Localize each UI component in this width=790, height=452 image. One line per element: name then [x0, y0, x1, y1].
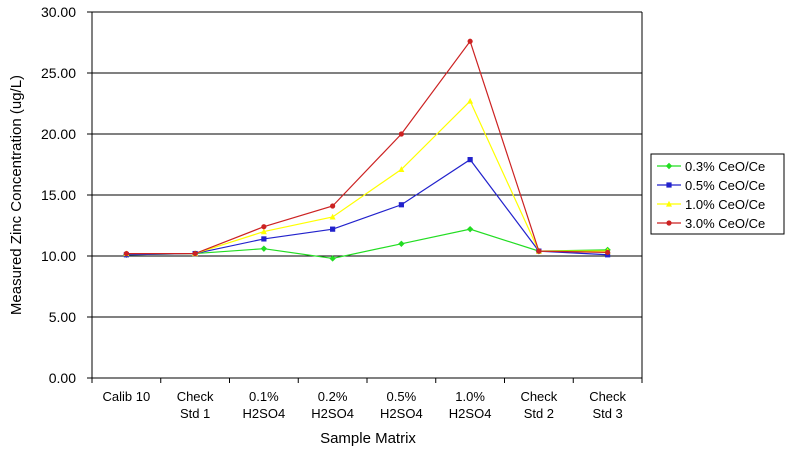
data-point: [398, 202, 404, 208]
series-line: [126, 39, 608, 255]
x-tick-label: 1.0% H2SO4: [449, 389, 492, 421]
series-line: [126, 228, 608, 260]
series-lines: [123, 38, 611, 262]
data-point: [467, 38, 473, 44]
data-point: [192, 250, 198, 257]
x-tick-label: Check Std 1: [177, 389, 214, 421]
x-tick-label: Check Std 3: [589, 389, 626, 421]
series-3: [123, 97, 611, 257]
data-point: [466, 225, 474, 233]
data-point: [605, 249, 611, 255]
y-tick-labels: 0.00 5.00 10.00 15.00 20.00 25.00 30.00: [41, 4, 76, 386]
data-point: [260, 228, 267, 235]
y-tick-label: 30.00: [41, 4, 76, 20]
legend-label: 0.3% CeO/Ce: [685, 159, 765, 174]
y-tick-label: 0.00: [49, 370, 76, 386]
legend-box: [650, 153, 785, 235]
legend-label: 3.0% CeO/Ce: [685, 216, 765, 231]
data-point: [536, 248, 542, 254]
legend-label: 1.0% CeO/Ce: [685, 197, 765, 212]
y-tick-label: 20.00: [41, 126, 76, 142]
gridlines: [92, 11, 642, 379]
x-tick-label: 0.2% H2SO4: [311, 389, 354, 421]
data-point: [398, 131, 404, 137]
data-point: [261, 224, 267, 230]
x-tick-label: Check Std 2: [520, 389, 557, 421]
data-point: [260, 245, 268, 252]
legend-swatch-marker: [666, 182, 672, 188]
legend-entry: 1.0% CeO/Ce: [657, 197, 765, 212]
x-tick-labels: Calib 10 Check Std 1 0.1% H2SO4 0.2% H2SO4 0.5%…: [103, 389, 627, 421]
series-line: [126, 158, 608, 256]
legend-swatch-marker: [665, 162, 673, 170]
x-tick-label: 0.1% H2SO4: [243, 389, 286, 421]
data-point: [329, 255, 336, 262]
axes: [87, 11, 643, 383]
data-point: [398, 166, 405, 172]
legend-entry: 3.0% CeO/Ce: [657, 216, 765, 231]
x-tick-label: 0.5% H2SO4: [380, 389, 423, 421]
data-point: [329, 213, 336, 220]
y-tick-label: 10.00: [41, 248, 76, 264]
data-point: [261, 236, 267, 242]
y-tick-label: 25.00: [41, 65, 76, 81]
data-point: [467, 157, 473, 163]
data-point: [398, 240, 405, 247]
legend-label: 0.5% CeO/Ce: [685, 178, 765, 193]
legend-swatch-marker: [666, 220, 672, 226]
data-point: [330, 226, 336, 232]
legend-swatch-marker: [666, 200, 672, 207]
y-axis-title: Measured Zinc Concentration (ug/L): [8, 75, 25, 315]
legend-entry: 0.3% CeO/Ce: [657, 159, 765, 174]
series-line: [126, 100, 608, 255]
data-point: [467, 97, 474, 104]
data-point: [123, 250, 129, 257]
x-tick-label: Calib 10: [103, 389, 151, 404]
legend-entry: 0.5% CeO/Ce: [657, 178, 765, 193]
y-tick-label: 5.00: [49, 309, 76, 325]
series-4: [123, 38, 611, 257]
series-2: [123, 157, 611, 258]
y-tick-label: 15.00: [41, 187, 76, 203]
data-point: [330, 203, 336, 209]
legend: 0.3% CeO/Ce 0.5% CeO/Ce 1.0% CeO/Ce 3.0% Ce…: [650, 153, 785, 235]
x-axis-title: Sample Matrix: [320, 430, 416, 447]
